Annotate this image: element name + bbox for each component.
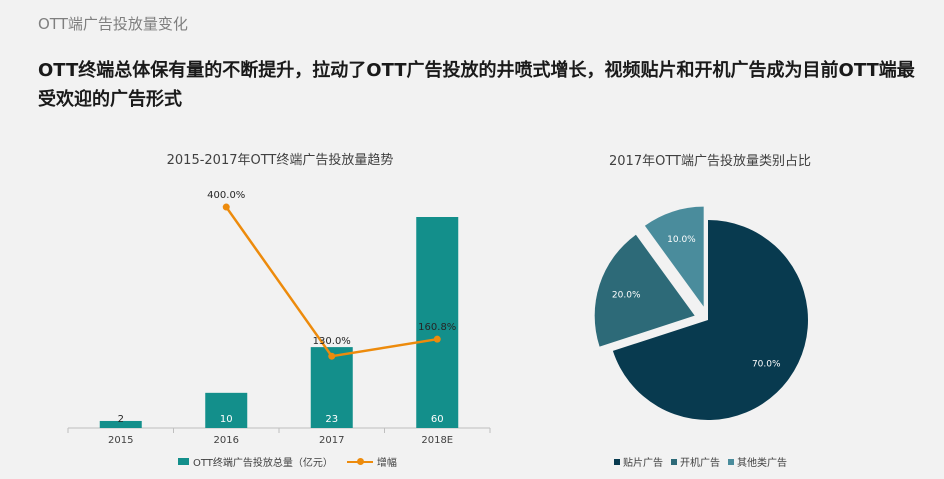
x-tick-label: 2015 (108, 435, 133, 446)
legend-swatch-boot (671, 458, 677, 465)
growth-value-label: 130.0% (313, 336, 351, 347)
pie-chart: 70.0% 20.0% 10.0% (594, 206, 808, 420)
bar-value-label: 60 (431, 414, 444, 425)
bar-chart-title: 2015-2017年OTT终端广告投放量趋势 (166, 153, 394, 168)
bar (310, 347, 353, 428)
growth-value-label: 160.8% (418, 322, 456, 333)
x-tick-label: 2017 (319, 435, 344, 446)
bar-chart: 2 2015 10 2016 23 2017 60 2018E (67, 217, 491, 446)
growth-line (225, 206, 438, 358)
pie-slice (594, 234, 695, 347)
legend-item-preroll: 贴片广告 (614, 454, 663, 469)
pie-value-label: 70.0% (752, 359, 781, 369)
legend-label-preroll: 贴片广告 (623, 458, 663, 469)
pie-chart-legend: 贴片广告 开机广告 其他类广告 (614, 454, 795, 469)
legend-swatch-line (346, 457, 373, 465)
legend-swatch-preroll (614, 458, 620, 465)
legend-item-growth: 增幅 (346, 454, 397, 469)
x-tick-label: 2016 (214, 435, 239, 446)
section-label: OTT端广告投放量变化 (38, 15, 188, 33)
legend-label-growth: 增幅 (376, 458, 397, 469)
bar (416, 217, 459, 428)
pie-slice (612, 220, 808, 420)
bar-value-label: 10 (220, 414, 233, 425)
legend-label-total: OTT终端广告投放总量（亿元） (193, 458, 333, 469)
headline: OTT终端总体保有量的不断提升，拉动了OTT广告投放的井喷式增长，视频贴片和开机… (38, 60, 915, 110)
bar (205, 392, 248, 428)
bar-value-label: 23 (325, 414, 338, 425)
bar (99, 420, 142, 428)
legend-item-boot: 开机广告 (671, 454, 720, 469)
legend-label-boot: 开机广告 (680, 458, 720, 469)
growth-point (328, 352, 336, 360)
bar-value-label: 2 (118, 414, 124, 425)
growth-point (222, 203, 230, 211)
pie-chart-title: 2017年OTT端广告投放量类别占比 (609, 154, 811, 169)
pie-value-label: 10.0% (667, 235, 696, 245)
growth-line-chart: 400.0% 130.0% 160.8% (207, 190, 456, 360)
growth-value-label: 400.0% (207, 190, 245, 201)
growth-point (433, 335, 441, 343)
bar-chart-legend: OTT终端广告投放总量（亿元） 增幅 (178, 454, 411, 469)
legend-swatch-other (728, 458, 734, 465)
x-tick-label: 2018E (421, 435, 453, 446)
pie-slice (644, 206, 704, 307)
legend-label-other: 其他类广告 (737, 458, 787, 469)
legend-item-other: 其他类广告 (728, 454, 787, 469)
legend-swatch-bar (178, 458, 189, 465)
legend-item-total: OTT终端广告投放总量（亿元） (178, 454, 333, 469)
pie-value-label: 20.0% (612, 290, 641, 300)
